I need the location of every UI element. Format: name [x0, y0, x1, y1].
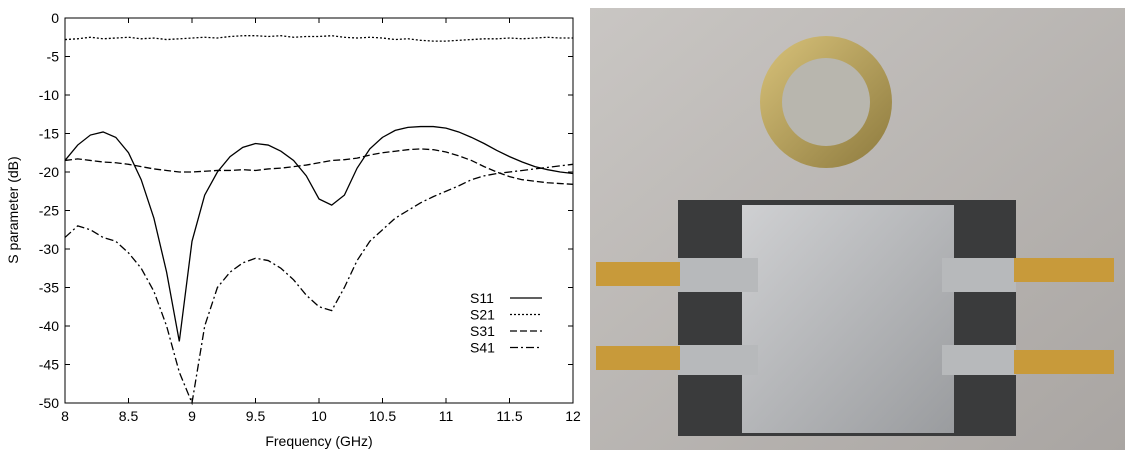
x-tick-label: 10 [311, 408, 327, 424]
legend-label: S11 [470, 290, 494, 306]
y-axis-label: S parameter (dB) [5, 156, 21, 263]
y-tick-label: -45 [39, 357, 59, 373]
y-tick-label: -5 [47, 49, 60, 65]
y-tick-label: -35 [39, 280, 59, 296]
plot-frame [64, 17, 574, 404]
y-tick-label: -20 [39, 164, 59, 180]
series-line [65, 148, 573, 185]
y-tick-label: 0 [51, 10, 59, 26]
y-tick-label: -15 [39, 126, 59, 142]
series-line [65, 125, 573, 342]
x-tick-label: 11.5 [496, 408, 522, 424]
x-tick-label: 9.5 [246, 408, 266, 424]
y-tick-label: -50 [39, 395, 59, 411]
y-tick-label: -30 [39, 241, 59, 257]
x-tick-label: 12 [565, 408, 581, 424]
legend-label: S41 [470, 340, 495, 356]
x-tick-label: 8.5 [119, 408, 139, 424]
y-tick-label: -40 [39, 318, 59, 334]
legend-label: S31 [470, 323, 495, 339]
x-tick-label: 10.5 [369, 408, 396, 424]
x-axis-label: Frequency (GHz) [265, 433, 372, 449]
series-line [65, 35, 573, 42]
x-tick-label: 11 [439, 408, 454, 424]
legend-label: S21 [470, 307, 495, 323]
photo [590, 8, 1125, 450]
y-tick-label: -10 [39, 87, 59, 103]
series-line [65, 163, 573, 405]
x-tick-label: 8 [61, 408, 69, 424]
y-tick-label: -25 [39, 203, 59, 219]
x-tick-label: 9 [188, 408, 196, 424]
